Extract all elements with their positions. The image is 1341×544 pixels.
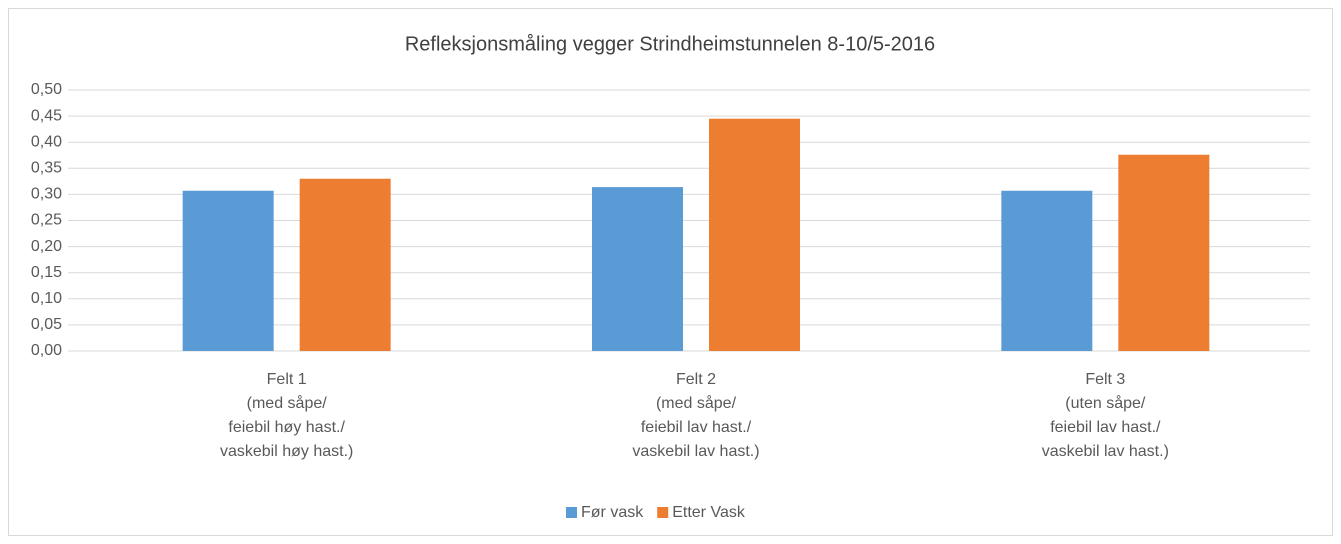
x-tick-label: Felt 3 — [1085, 371, 1125, 388]
bar — [1118, 154, 1210, 351]
y-tick-label: 0,40 — [31, 133, 62, 150]
legend-label: Etter Vask — [672, 504, 746, 521]
legend-swatch — [657, 507, 669, 518]
y-tick-label: 0,30 — [31, 186, 62, 203]
x-tick-label: feiebil høy hast./ — [228, 419, 345, 436]
y-tick-label: 0,25 — [31, 212, 62, 229]
x-tick-label: vaskebil lav hast.) — [1042, 443, 1169, 460]
legend-label: Før vask — [581, 504, 644, 521]
y-tick-label: 0,20 — [31, 238, 62, 255]
bar — [299, 178, 391, 351]
bar — [1001, 190, 1093, 351]
bar — [182, 190, 274, 351]
chart-title: Refleksjonsmåling vegger Strindheimstunn… — [405, 33, 935, 55]
y-tick-label: 0,10 — [31, 290, 62, 307]
y-tick-label: 0,15 — [31, 264, 62, 281]
bar — [592, 187, 683, 351]
x-tick-label: (uten såpe/ — [1065, 394, 1146, 412]
x-tick-label: vaskebil lav hast.) — [632, 443, 759, 460]
bar — [709, 118, 800, 352]
x-tick-label: feiebil lav hast./ — [1050, 419, 1161, 436]
y-tick-label: 0,50 — [31, 81, 62, 98]
y-tick-label: 0,05 — [31, 316, 62, 333]
x-tick-label: (med såpe/ — [656, 394, 737, 412]
y-tick-label: 0,00 — [31, 342, 62, 359]
legend-swatch — [566, 507, 577, 518]
x-tick-label: Felt 2 — [676, 371, 716, 388]
x-tick-label: feiebil lav hast./ — [641, 419, 752, 436]
x-tick-label: vaskebil høy hast.) — [220, 443, 353, 460]
y-tick-label: 0,35 — [31, 160, 62, 177]
y-tick-label: 0,45 — [31, 107, 62, 124]
x-tick-label: Felt 1 — [267, 371, 307, 388]
x-tick-label: (med såpe/ — [247, 394, 328, 412]
